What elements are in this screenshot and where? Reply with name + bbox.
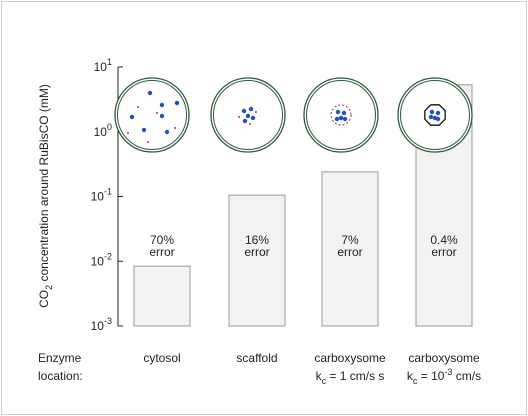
tick-exponent: -1 bbox=[104, 187, 112, 197]
shell bbox=[330, 104, 352, 126]
inset-outer bbox=[303, 77, 379, 153]
x-tick-label: carboxysome bbox=[314, 351, 386, 365]
x-heading: location: bbox=[38, 369, 83, 383]
tick-exponent: -3 bbox=[104, 316, 112, 326]
co2-dot bbox=[174, 127, 176, 129]
inset-outer bbox=[397, 77, 473, 153]
tick-exponent: -2 bbox=[104, 251, 112, 261]
label: kc = 1 cm/s s bbox=[316, 369, 385, 386]
inset-inner bbox=[117, 80, 187, 150]
label-part: cm/s bbox=[452, 369, 481, 383]
shell bbox=[424, 104, 446, 126]
enzyme-dot bbox=[174, 100, 180, 106]
enzyme-dot bbox=[164, 129, 170, 135]
label-part: c bbox=[322, 376, 327, 386]
x-tick-label: carboxysome bbox=[408, 351, 480, 365]
enzyme-dot bbox=[435, 116, 441, 122]
y-tick-label: 10-1 bbox=[91, 187, 112, 204]
y-tick-label: 10-3 bbox=[91, 316, 112, 333]
enzyme-dot bbox=[242, 118, 248, 124]
annotation: 0.4% bbox=[430, 233, 458, 247]
annotation: error bbox=[149, 245, 174, 259]
enzyme-dot bbox=[159, 113, 165, 119]
label-part: concentration around RuBisCO (mM) bbox=[37, 84, 51, 285]
bar bbox=[228, 194, 286, 327]
annotation: 7% bbox=[341, 233, 359, 247]
enzyme-dot bbox=[141, 127, 147, 133]
co2-dot bbox=[127, 132, 129, 134]
enzyme-dot bbox=[241, 108, 247, 114]
enzyme-dot bbox=[248, 106, 254, 112]
enzyme-dot bbox=[245, 113, 251, 119]
co2-dot bbox=[249, 123, 251, 125]
tick-base: 10 bbox=[91, 254, 105, 268]
enzyme-dot bbox=[341, 110, 347, 116]
x-tick-label: scaffold bbox=[236, 351, 277, 365]
tick-base: 10 bbox=[91, 190, 105, 204]
tick-base: 10 bbox=[94, 125, 108, 139]
label-part: = 10 bbox=[417, 369, 444, 383]
inset-inner bbox=[400, 80, 470, 150]
label: CO2 concentration around RuBisCO (mM) bbox=[37, 84, 54, 308]
label-part: -3 bbox=[444, 367, 452, 377]
label-part: k bbox=[407, 369, 414, 383]
tick-base: 10 bbox=[94, 60, 108, 74]
enzyme-dot bbox=[129, 114, 135, 120]
enzyme-dot bbox=[147, 90, 153, 96]
y-tick-label: 101 bbox=[94, 57, 112, 74]
inset-inner bbox=[306, 80, 376, 150]
co2-dot bbox=[137, 106, 139, 108]
label: kc = 10-3 cm/s bbox=[407, 367, 481, 386]
label-part: k bbox=[316, 369, 323, 383]
co2-dot bbox=[255, 111, 257, 113]
enzyme-dot bbox=[335, 109, 341, 115]
enzyme-dot bbox=[334, 116, 340, 122]
co2-dot bbox=[238, 116, 240, 118]
label-part: 2 bbox=[44, 285, 54, 290]
annotation: error bbox=[431, 245, 456, 259]
inset-outer bbox=[114, 77, 190, 153]
y-tick-label: 100 bbox=[94, 122, 112, 139]
annotation: 70% bbox=[150, 233, 174, 247]
label-part: c bbox=[413, 376, 418, 386]
inset-inner bbox=[213, 80, 283, 150]
x-tick-label: cytosol bbox=[143, 351, 180, 365]
annotation: 16% bbox=[245, 233, 269, 247]
enzyme-dot bbox=[338, 115, 344, 121]
annotation: error bbox=[337, 245, 362, 259]
tick-exponent: 1 bbox=[107, 57, 112, 67]
bar bbox=[133, 265, 191, 327]
y-tick-label: 10-2 bbox=[91, 251, 112, 268]
enzyme-dot bbox=[159, 102, 165, 108]
enzyme-dot bbox=[342, 116, 348, 122]
tick-exponent: 0 bbox=[107, 122, 112, 132]
enzyme-dot bbox=[428, 114, 434, 120]
label-part: = 1 cm/s s bbox=[326, 369, 384, 383]
enzyme-dot bbox=[250, 115, 256, 121]
tick-base: 10 bbox=[91, 319, 105, 333]
enzyme-dot bbox=[429, 109, 435, 115]
enzyme-dot bbox=[435, 110, 441, 116]
label-part: CO bbox=[37, 290, 51, 308]
annotation: error bbox=[244, 245, 269, 259]
co2-dot bbox=[156, 112, 158, 114]
co2-dot bbox=[147, 141, 149, 143]
bar bbox=[321, 171, 379, 327]
x-heading: Enzyme bbox=[38, 351, 82, 365]
